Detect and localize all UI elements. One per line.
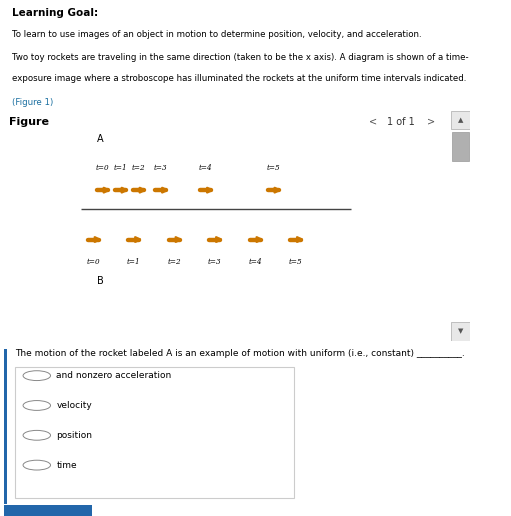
Text: t=4: t=4 [248, 258, 262, 266]
Text: ▲: ▲ [458, 117, 463, 123]
Text: t=1: t=1 [113, 164, 127, 172]
Text: t=4: t=4 [199, 164, 212, 172]
Text: The motion of the rocket labeled A is an example of motion with uniform (i.e., c: The motion of the rocket labeled A is an… [15, 349, 464, 358]
Text: t=3: t=3 [207, 258, 221, 266]
Text: t=0: t=0 [95, 164, 109, 172]
Text: 1 of 1: 1 of 1 [387, 117, 414, 127]
Text: t=3: t=3 [154, 164, 167, 172]
Text: and nonzero acceleration: and nonzero acceleration [56, 371, 172, 380]
Text: Figure: Figure [9, 117, 49, 127]
Bar [4, 349, 7, 504]
Text: velocity: velocity [56, 401, 92, 410]
Text: t=0: t=0 [86, 258, 100, 266]
Bar [451, 111, 470, 130]
Text: t=2: t=2 [167, 258, 181, 266]
Text: position: position [56, 431, 92, 440]
Text: t=2: t=2 [131, 164, 145, 172]
Bar [4, 505, 92, 516]
Bar [451, 322, 470, 341]
Text: time: time [56, 461, 77, 470]
Text: t=5: t=5 [266, 164, 280, 172]
Text: (Figure 1): (Figure 1) [12, 98, 54, 107]
Text: A: A [97, 134, 103, 144]
Text: Learning Goal:: Learning Goal: [12, 8, 99, 18]
Text: >: > [427, 117, 435, 127]
Bar [15, 367, 294, 498]
Text: To learn to use images of an object in motion to determine position, velocity, a: To learn to use images of an object in m… [12, 30, 422, 39]
Text: Two toy rockets are traveling in the same direction (taken to be the x axis). A : Two toy rockets are traveling in the sam… [12, 53, 469, 62]
Text: <: < [369, 117, 377, 127]
Text: B: B [97, 276, 103, 286]
Text: exposure image where a stroboscope has illuminated the rockets at the uniform ti: exposure image where a stroboscope has i… [12, 74, 467, 83]
Bar [452, 132, 469, 162]
Text: ▼: ▼ [458, 328, 463, 334]
Text: t=5: t=5 [289, 258, 302, 266]
Text: t=1: t=1 [127, 258, 141, 266]
